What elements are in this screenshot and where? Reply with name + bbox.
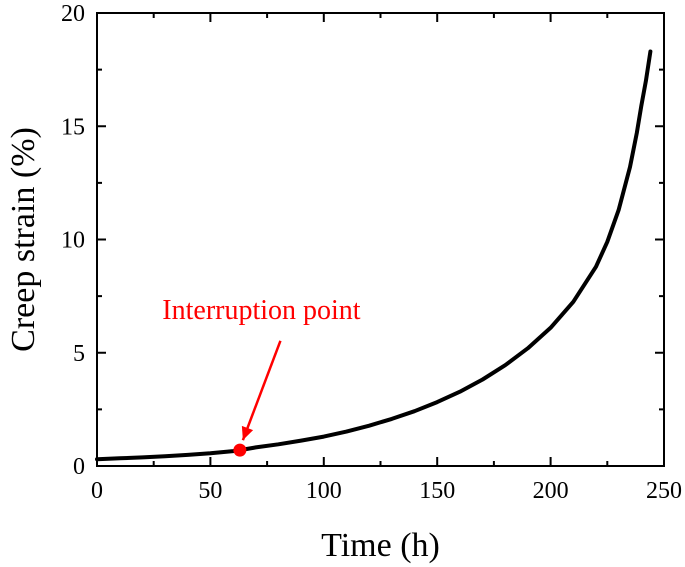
annotation-arrowhead <box>241 425 254 441</box>
creep-curve-line <box>95 49 653 462</box>
x-tick-label: 200 <box>533 478 569 504</box>
y-tick-label: 0 <box>73 454 85 480</box>
y-axis-title: Creep strain (%) <box>5 127 42 352</box>
x-tick-label: 50 <box>198 478 222 504</box>
x-tick-label: 100 <box>306 478 342 504</box>
ticks-layer <box>96 12 665 467</box>
y-tick-label: 5 <box>73 341 85 367</box>
annotation-label: Interruption point <box>162 295 361 326</box>
interruption-point-marker <box>233 443 247 457</box>
axes-layer <box>96 12 665 467</box>
x-axis-title: Time (h) <box>321 527 440 564</box>
labels-layer: 0 50 100 150 200 250 0 5 10 15 20 Time (h) Creep str… <box>5 1 682 564</box>
annotation-layer: Interruption point <box>162 295 361 457</box>
x-tick-label: 150 <box>419 478 455 504</box>
annotation-arrow-line <box>241 340 282 441</box>
y-tick-label: 15 <box>61 114 85 140</box>
y-tick-label: 10 <box>61 228 85 254</box>
plot-frame <box>96 12 665 467</box>
x-tick-label: 250 <box>646 478 682 504</box>
series-layer <box>95 49 653 462</box>
x-tick-label: 0 <box>91 478 103 504</box>
y-tick-label: 20 <box>61 1 85 27</box>
